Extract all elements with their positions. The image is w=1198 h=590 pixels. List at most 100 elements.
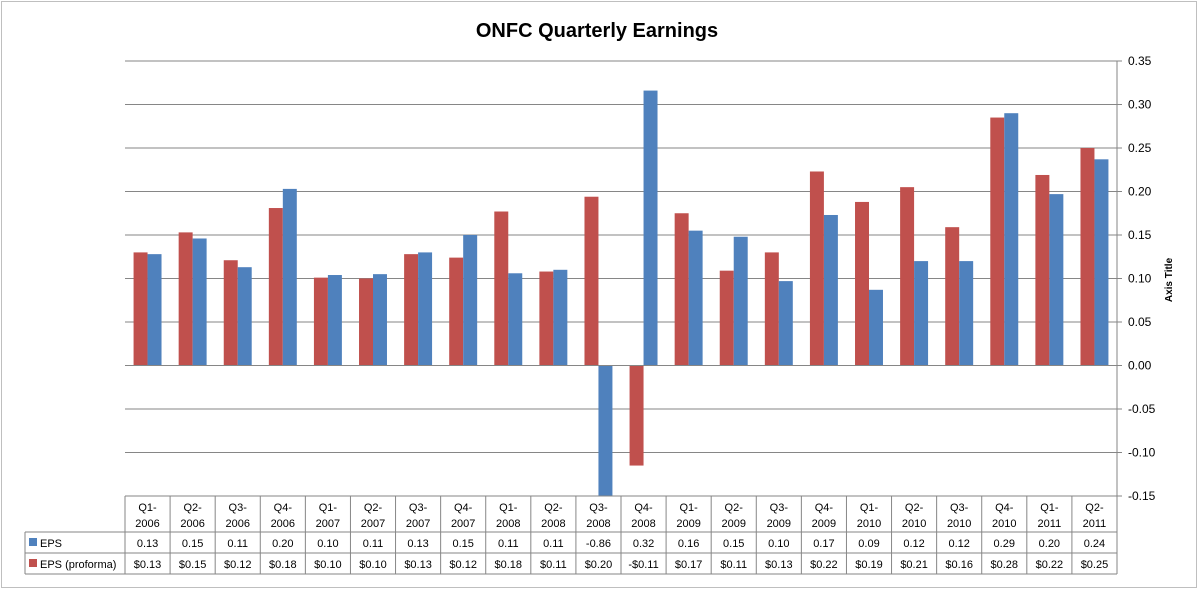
- table-cell: $0.10: [314, 559, 342, 571]
- table-cell: 0.11: [227, 538, 248, 550]
- y-tick-label: 0.10: [1128, 272, 1152, 286]
- table-cell: 0.09: [858, 538, 879, 550]
- bar-eps-proforma: [809, 171, 824, 366]
- bar-eps-proforma: [449, 257, 464, 366]
- table-cell: $0.25: [1081, 559, 1109, 571]
- table-cell: $0.22: [1036, 559, 1064, 571]
- category-label: 2006: [225, 518, 249, 530]
- bar-eps: [914, 261, 929, 366]
- category-label: 2007: [316, 518, 340, 530]
- table-cell: $0.18: [269, 559, 297, 571]
- bar-eps-proforma: [539, 271, 554, 366]
- y-tick-label: 0.20: [1128, 185, 1152, 199]
- table-cell: $0.16: [945, 559, 973, 571]
- table-cell: 0.15: [182, 538, 203, 550]
- category-label: 2006: [271, 518, 295, 530]
- table-cell: $0.28: [991, 559, 1019, 571]
- table-cell: $0.20: [585, 559, 613, 571]
- category-label: Q2-: [364, 502, 383, 514]
- category-label: Q2-: [183, 502, 202, 514]
- bar-eps: [643, 90, 658, 366]
- table-cell: 0.20: [1039, 538, 1060, 550]
- bar-eps: [327, 275, 342, 366]
- y-tick-label: 0.30: [1128, 98, 1152, 112]
- category-label: 2007: [361, 518, 385, 530]
- y-tick-label: -0.10: [1128, 446, 1156, 460]
- table-cell: 0.24: [1084, 538, 1105, 550]
- bar-eps-proforma: [1035, 174, 1050, 366]
- table-cell: 0.16: [678, 538, 699, 550]
- category-label: Q1-: [1040, 502, 1059, 514]
- table-cell: $0.11: [720, 559, 747, 571]
- bar-eps: [688, 230, 703, 366]
- category-label: Q1-: [138, 502, 157, 514]
- bar-eps: [192, 238, 207, 366]
- table-cell: 0.12: [948, 538, 969, 550]
- category-label: Q1-: [319, 502, 338, 514]
- category-label: 2008: [631, 518, 655, 530]
- table-cell: 0.10: [317, 538, 338, 550]
- bar-eps-proforma: [764, 252, 779, 366]
- bar-eps-proforma: [1080, 148, 1095, 366]
- bar-eps: [598, 365, 613, 496]
- bar-eps: [147, 254, 162, 366]
- bar-eps-proforma: [178, 232, 193, 366]
- category-label: 2010: [992, 518, 1016, 530]
- bar-eps-proforma: [313, 277, 328, 366]
- table-cell: $0.15: [179, 559, 207, 571]
- bar-eps: [418, 252, 433, 366]
- category-label: 2009: [812, 518, 836, 530]
- category-label: Q3-: [409, 502, 428, 514]
- category-label: Q3-: [770, 502, 789, 514]
- table-cell: $0.19: [855, 559, 883, 571]
- table-cell: 0.15: [723, 538, 744, 550]
- bar-eps: [282, 188, 297, 366]
- category-label: Q4-: [274, 502, 293, 514]
- category-label: 2009: [676, 518, 700, 530]
- bar-eps: [373, 274, 387, 366]
- table-cell: $0.13: [404, 559, 432, 571]
- category-label: Q2-: [1085, 502, 1104, 514]
- table-cell: 0.17: [813, 538, 834, 550]
- category-label: Q2-: [905, 502, 924, 514]
- data-table: Q1- 2006 Q2- 2006 Q3- 2006 Q4- 2006 Q1- 2007 Q2- 20…: [24, 495, 1118, 575]
- category-label: Q1-: [679, 502, 698, 514]
- legend-key-icon: [29, 559, 37, 567]
- bar-eps-proforma: [945, 227, 960, 366]
- category-label: Q2-: [544, 502, 563, 514]
- category-label: 2008: [541, 518, 565, 530]
- table-cell: $0.17: [675, 559, 703, 571]
- bar-eps-proforma: [719, 270, 734, 366]
- bar-eps-proforma: [223, 260, 238, 366]
- bar-eps-proforma: [674, 213, 689, 366]
- category-label: 2010: [947, 518, 971, 530]
- y-tick-label: -0.15: [1128, 489, 1156, 503]
- table-cell: -$0.11: [628, 559, 658, 571]
- y-tick-label: -0.05: [1128, 402, 1156, 416]
- category-label: 2009: [721, 518, 745, 530]
- category-label: Q3-: [229, 502, 248, 514]
- bar-eps: [1004, 113, 1019, 366]
- category-label: 2006: [135, 518, 159, 530]
- bar-eps-proforma: [629, 365, 644, 466]
- legend-key-icon: [29, 538, 37, 546]
- bar-eps: [959, 261, 974, 366]
- bar-eps-proforma: [359, 278, 373, 366]
- bar-eps: [823, 214, 838, 366]
- category-label: Q4-: [634, 502, 653, 514]
- table-cell: 0.11: [363, 538, 384, 550]
- category-label: 2007: [451, 518, 475, 530]
- category-label: Q1-: [860, 502, 879, 514]
- category-label: 2008: [586, 518, 610, 530]
- bar-eps-proforma: [133, 252, 148, 366]
- bar-eps-proforma: [855, 201, 869, 366]
- table-cell: $0.18: [495, 559, 523, 571]
- bar-eps-proforma: [990, 117, 1005, 366]
- table-cell: $0.13: [134, 559, 162, 571]
- category-label: 2009: [767, 518, 791, 530]
- category-label: Q2-: [725, 502, 744, 514]
- bars: [125, 90, 1117, 496]
- table-cell: $0.22: [810, 559, 838, 571]
- category-label: 2006: [180, 518, 204, 530]
- bar-eps: [778, 281, 793, 366]
